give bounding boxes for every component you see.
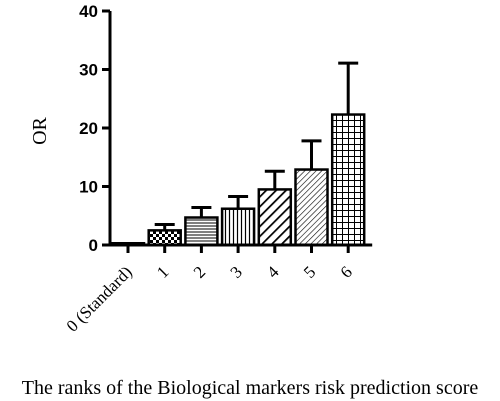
bars-layer — [110, 113, 366, 247]
y-tick-label: 0 — [89, 236, 98, 255]
x-tick-label: 2 — [190, 262, 209, 281]
bar-rank-4 — [257, 188, 293, 247]
bar-rank-6 — [330, 113, 366, 247]
bar-rank-3 — [220, 207, 256, 247]
x-axis-label: The ranks of the Biological markers risk… — [22, 377, 479, 399]
y-axis-label: OR — [29, 116, 51, 144]
x-tick-label: 6 — [337, 262, 356, 281]
error-bars-layer — [154, 61, 359, 231]
bar-rank-2 — [184, 216, 219, 247]
y-tick-label: 10 — [79, 178, 98, 197]
x-tick-label: 0 (Standard) — [63, 262, 136, 335]
bar-rank-5 — [294, 168, 329, 247]
x-tick-label: 5 — [300, 262, 319, 281]
y-tick-label: 30 — [79, 61, 98, 80]
x-tick-label: 1 — [153, 262, 172, 281]
y-tick-label: 40 — [79, 2, 98, 21]
x-tick-label: 4 — [263, 262, 283, 282]
y-tick-label: 20 — [79, 119, 98, 138]
y-axis: 0 10 20 30 40 — [79, 2, 112, 255]
x-axis: 0 (Standard) 1 2 3 4 5 6 — [63, 243, 373, 336]
bar-rank-1 — [147, 229, 182, 247]
x-tick-label: 3 — [226, 262, 245, 281]
